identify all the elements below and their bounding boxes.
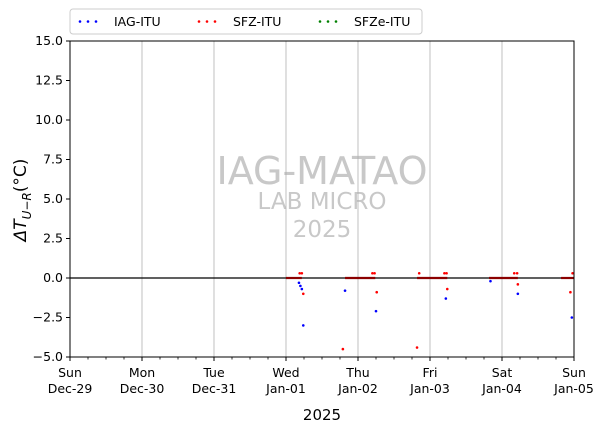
data-point-iag-itu [489, 279, 492, 283]
data-point-sfz-itu [417, 271, 421, 275]
data-point-iag-itu [570, 316, 574, 319]
data-point-sfz-itu [445, 287, 449, 291]
legend-marker [334, 20, 338, 23]
x-axis: SunDec-29MonDec-30TueDec-31WedJan-01ThuJ… [48, 357, 594, 396]
y-tick-label: −2.5 [33, 310, 63, 325]
data-point-iag-itu [343, 289, 347, 292]
y-tick-label: 0.0 [43, 270, 63, 285]
legend-label: SFZ-ITU [233, 14, 281, 29]
x-tick-day: Fri [423, 365, 438, 380]
legend-marker [326, 20, 330, 23]
legend-marker [78, 20, 82, 23]
data-point-sfz-itu [373, 271, 376, 275]
data-point-iag-itu [300, 287, 304, 291]
y-tick-label: −5.0 [33, 349, 63, 364]
x-gridlines [141, 41, 503, 357]
data-point-iag-itu [299, 284, 302, 288]
watermark-line3: 2025 [293, 217, 352, 243]
data-point-iag-itu [444, 297, 448, 300]
data-point-sfz-itu [415, 346, 419, 349]
x-tick-date: Dec-31 [192, 381, 237, 396]
x-tick-day: Mon [129, 365, 155, 380]
legend-label: SFZe-ITU [354, 14, 410, 29]
legend-marker [205, 20, 209, 23]
y-axis-label: ΔTU−R(°C) [11, 159, 34, 244]
data-point-iag-itu [374, 309, 378, 313]
y-axis: −5.0 −2.5 0.0 2.5 5.0 7.5 10.0 12.5 15.0 [33, 33, 70, 364]
x-tick-date: Jan-03 [409, 381, 450, 396]
x-tick-day: Sat [492, 365, 513, 380]
data-point-sfz-itu [571, 271, 574, 275]
data-point-sfz-itu [512, 271, 516, 275]
y-axis-label-symbol: ΔT [11, 218, 31, 244]
data-point-sfz-itu [301, 292, 305, 296]
data-point-sfz-itu [443, 271, 446, 275]
data-point-sfz-itu [341, 347, 345, 351]
y-tick-label: 2.5 [43, 231, 63, 246]
legend-box [69, 8, 423, 35]
legend-label: IAG-ITU [114, 14, 161, 29]
x-tick-date: Jan-05 [553, 381, 594, 396]
x-tick-date: Jan-01 [265, 381, 306, 396]
x-axis-label: 2025 [303, 406, 341, 424]
x-tick-day: Wed [272, 365, 299, 380]
x-tick-date: Jan-02 [337, 381, 378, 396]
watermark-line1: IAG-MATAO [216, 149, 427, 193]
x-tick-day: Sun [58, 365, 82, 380]
data-point-sfz-itu [516, 283, 520, 286]
x-tick-day: Sun [562, 365, 586, 380]
legend-marker [213, 20, 217, 23]
y-axis-label-subscript: U−R [20, 192, 34, 219]
watermark-line2: LAB MICRO [258, 189, 387, 215]
data-point-sfz-itu [445, 271, 448, 275]
data-point-sfz-itu [371, 271, 374, 275]
data-point-iag-itu [297, 281, 301, 285]
x-tick-day: Tue [202, 365, 225, 380]
data-point-sfz-itu [569, 290, 572, 294]
data-points [297, 271, 574, 351]
y-tick-label: 15.0 [35, 33, 63, 48]
data-point-sfz-itu [298, 271, 301, 275]
legend-marker [86, 20, 90, 23]
data-point-iag-itu [301, 324, 305, 327]
x-tick-date: Dec-30 [120, 381, 165, 396]
data-point-sfz-itu [375, 290, 379, 294]
y-tick-label: 5.0 [43, 191, 63, 206]
x-tick-date: Dec-29 [48, 381, 93, 396]
legend: IAG-ITU SFZ-ITU SFZe-ITU [69, 8, 423, 35]
y-tick-label: 10.0 [35, 112, 63, 127]
data-point-sfz-itu [300, 271, 304, 275]
y-axis-label-unit: (°C) [11, 159, 31, 193]
data-point-sfz-itu [515, 271, 519, 275]
legend-marker [197, 20, 201, 23]
x-tick-day: Thu [345, 365, 369, 380]
y-tick-label: 12.5 [35, 73, 63, 88]
data-point-iag-itu [516, 292, 520, 296]
legend-marker [318, 20, 322, 23]
legend-marker [94, 20, 98, 23]
x-tick-date: Jan-04 [481, 381, 522, 396]
y-tick-label: 7.5 [43, 152, 63, 167]
